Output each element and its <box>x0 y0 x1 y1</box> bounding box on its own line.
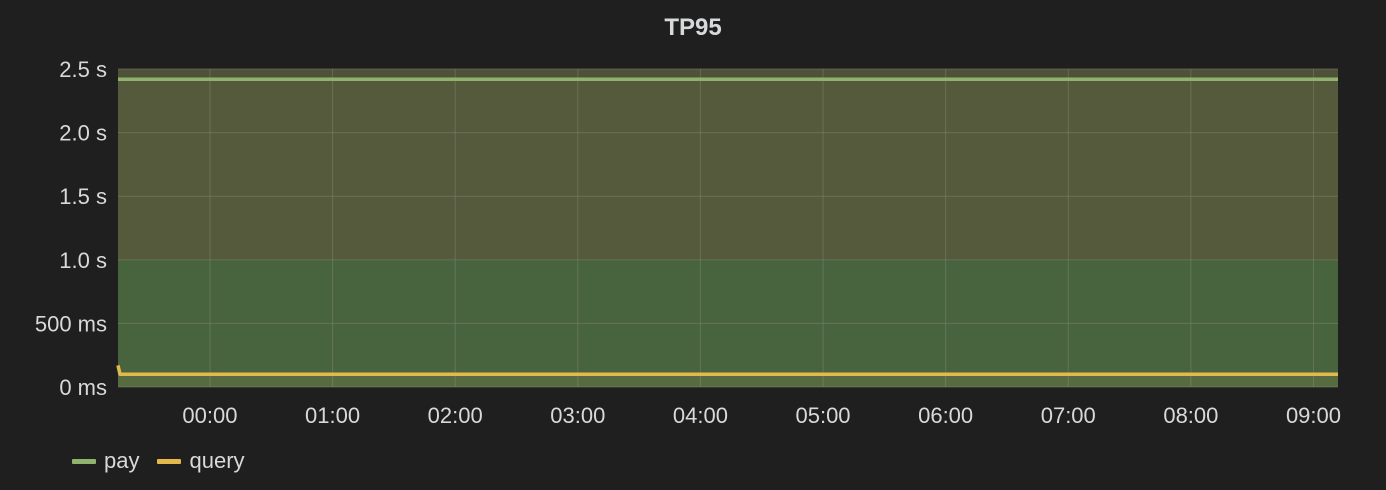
legend-label: query <box>189 448 245 473</box>
x-tick-label: 06:00 <box>918 403 973 428</box>
legend-label: pay <box>104 448 140 473</box>
y-tick-label: 500 ms <box>35 311 107 336</box>
x-tick-label: 05:00 <box>795 403 850 428</box>
x-tick-label: 01:00 <box>305 403 360 428</box>
series-line-query <box>116 365 1338 377</box>
series-area-query <box>118 365 1338 387</box>
y-tick-label: 1.0 s <box>59 248 107 273</box>
panel-title[interactable]: TP95 <box>664 14 722 41</box>
legend: pay query <box>72 448 245 474</box>
x-tick-label: 04:00 <box>673 403 728 428</box>
y-tick-label: 0 ms <box>59 375 107 400</box>
y-tick-label: 1.5 s <box>59 184 107 209</box>
x-tick-label: 00:00 <box>182 403 237 428</box>
legend-swatch-icon <box>72 458 96 464</box>
legend-item-pay[interactable]: pay <box>72 448 139 474</box>
x-tick-label: 07:00 <box>1041 403 1096 428</box>
threshold-band-1 <box>118 69 1338 260</box>
series-area-pay <box>118 79 1338 387</box>
y-tick-label: 2.5 s <box>59 57 107 82</box>
y-tick-label: 2.0 s <box>59 121 107 146</box>
legend-swatch-icon <box>157 458 182 464</box>
x-tick-label: 02:00 <box>428 403 483 428</box>
legend-item-query[interactable]: query <box>157 448 245 474</box>
x-tick-label: 09:00 <box>1286 403 1341 428</box>
x-tick-label: 03:00 <box>550 403 605 428</box>
x-tick-label: 08:00 <box>1163 403 1218 428</box>
